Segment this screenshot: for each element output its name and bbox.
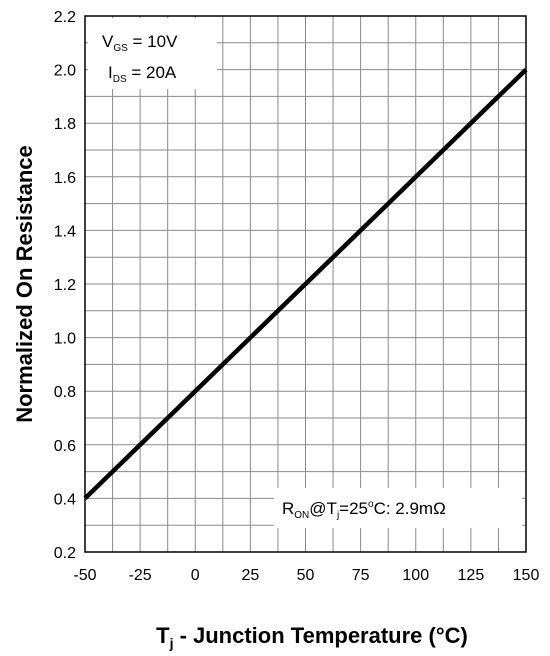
plot-frame (84, 15, 527, 553)
y-tick-label: 0.2 (54, 545, 76, 562)
x-tick-label: 25 (241, 567, 259, 584)
x-tick-label: 100 (402, 567, 429, 584)
y-tick-label: 0.6 (54, 438, 76, 455)
x-tick-label: -25 (129, 567, 152, 584)
x-tick-label: 0 (191, 567, 200, 584)
vgs-condition: VGS = 10V (102, 32, 178, 54)
y-tick-labels: 0.2 0.4 0.6 0.8 1.0 1.2 1.4 1.6 1.8 2.0 2.2 (54, 9, 76, 562)
y-tick-label: 1.6 (54, 170, 76, 187)
y-tick-label: 1.2 (54, 277, 76, 294)
x-tick-label: 125 (458, 567, 485, 584)
y-tick-label: 1.4 (54, 223, 76, 240)
y-axis-label: Normalized On Resistance (12, 145, 37, 423)
x-tick-label: 50 (297, 567, 315, 584)
x-axis-label: Tj - Junction Temperature (°C) (156, 623, 468, 651)
conditions-box (88, 18, 217, 89)
x-tick-labels: -50 -25 0 25 50 75 100 125 150 (73, 567, 539, 584)
y-tick-label: 0.4 (54, 491, 76, 508)
x-tick-label: 75 (352, 567, 370, 584)
x-tick-label: 150 (513, 567, 540, 584)
y-tick-label: 2.2 (54, 9, 76, 26)
ron-note: RON@Tj=25oC: 2.9mΩ (282, 499, 446, 521)
y-tick-label: 1.0 (54, 331, 76, 348)
y-tick-label: 1.8 (54, 116, 76, 133)
series-line (83, 67, 528, 501)
y-tick-label: 2.0 (54, 63, 76, 80)
y-tick-label: 0.8 (54, 384, 76, 401)
ron-note-box (274, 488, 522, 528)
ids-condition: IDS = 20A (108, 63, 177, 85)
x-tick-label: -50 (73, 567, 96, 584)
series (83, 67, 528, 501)
